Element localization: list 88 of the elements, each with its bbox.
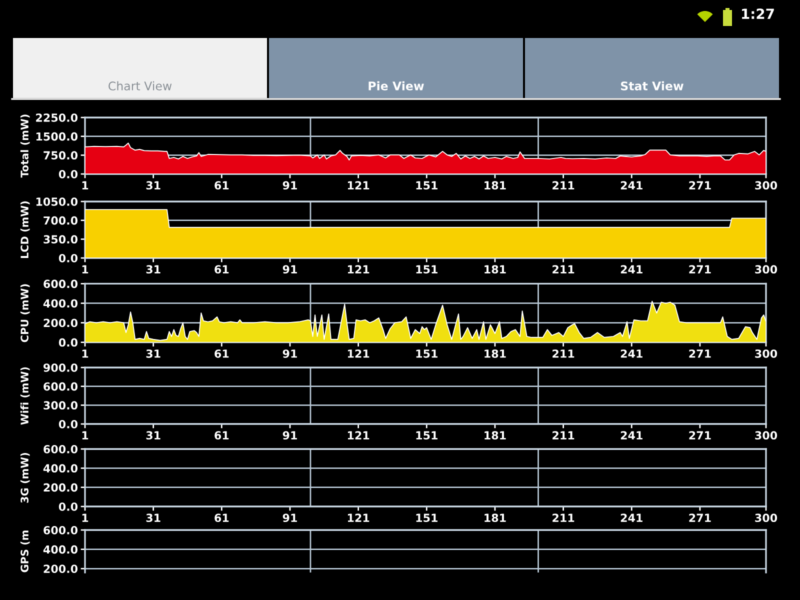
y-tick-label: 0.0 — [58, 338, 78, 347]
x-tick-label: 151 — [416, 431, 438, 440]
y-tick-label: 200.0 — [44, 318, 78, 328]
x-tick-label: 181 — [484, 431, 506, 440]
x-tick-label: 61 — [214, 514, 229, 522]
x-tick-label: 151 — [416, 181, 438, 190]
x-tick-label: 61 — [214, 181, 229, 190]
x-tick-label: 211 — [552, 181, 574, 190]
text: Stat View — [620, 81, 684, 90]
y-axis-title: Total (mW) — [20, 114, 30, 178]
y-tick-label: 400.0 — [43, 299, 78, 308]
y-tick-label: 350.0 — [44, 235, 78, 244]
x-tick-label: 300 — [755, 431, 778, 440]
x-tick-label: 61 — [214, 265, 229, 274]
text: Chart View — [108, 81, 172, 90]
x-tick-label: 1 — [82, 350, 88, 358]
x-tick-label: 31 — [146, 514, 160, 522]
y-tick-label: 600.0 — [44, 526, 78, 534]
x-tick-label: 211 — [552, 514, 574, 522]
x-tick-label: 151 — [416, 514, 438, 522]
y-tick-label: 0.0 — [58, 170, 78, 178]
x-tick-label: 271 — [689, 181, 711, 190]
y-tick-label: 400.0 — [43, 464, 78, 473]
x-tick-label: 271 — [689, 265, 711, 274]
x-tick-label: 1 — [82, 514, 88, 522]
x-tick-label: 181 — [484, 349, 506, 358]
x-tick-label: 91 — [282, 514, 297, 522]
x-tick-label: 271 — [689, 349, 711, 358]
x-tick-label: 151 — [416, 265, 438, 274]
y-tick-label: 200.0 — [44, 564, 78, 574]
x-tick-label: 121 — [348, 349, 370, 358]
text: Pie View — [368, 81, 424, 90]
x-tick-label: 91 — [282, 349, 297, 358]
x-tick-label: 121 — [348, 514, 370, 522]
x-tick-label: 1 — [82, 181, 88, 190]
x-tick-label: 121 — [348, 265, 370, 274]
x-tick-label: 91 — [282, 265, 297, 274]
y-tick-label: 900.0 — [43, 363, 78, 372]
y-axis-title: GPS (m — [20, 530, 30, 572]
y-tick-label: 400.0 — [43, 545, 78, 554]
x-tick-label: 241 — [620, 349, 642, 358]
x-tick-label: 91 — [282, 431, 297, 440]
x-tick-label: 31 — [146, 431, 160, 440]
y-tick-label: 1050.0 — [36, 197, 78, 206]
x-tick-label: 181 — [484, 514, 506, 522]
y-tick-label: 1500.0 — [36, 132, 78, 141]
x-tick-label: 31 — [146, 181, 160, 190]
x-tick-label: 61 — [214, 431, 229, 440]
x-tick-label: 241 — [620, 181, 642, 190]
y-tick-label: 200.0 — [44, 483, 78, 492]
y-tick-label: 600.0 — [44, 444, 78, 454]
y-tick-label: 0.0 — [58, 420, 78, 428]
x-tick-label: 61 — [214, 349, 229, 358]
x-tick-label: 211 — [552, 431, 574, 440]
y-tick-label: 600.0 — [44, 382, 78, 391]
y-tick-label: 2250.0 — [36, 113, 78, 122]
x-tick-label: 181 — [484, 181, 506, 190]
x-tick-label: 31 — [146, 265, 160, 274]
x-tick-label: 121 — [348, 181, 370, 190]
x-tick-label: 91 — [282, 181, 297, 190]
x-tick-label: 181 — [484, 265, 506, 274]
x-tick-label: 300 — [755, 349, 778, 358]
x-tick-label: 211 — [552, 349, 574, 358]
x-tick-label: 211 — [552, 265, 574, 274]
x-tick-label: 271 — [689, 514, 711, 522]
x-tick-label: 241 — [620, 431, 642, 440]
y-tick-label: 600.0 — [44, 280, 78, 288]
y-axis-title: Wifi (mW) — [20, 367, 30, 425]
x-tick-label: 300 — [755, 181, 778, 190]
y-axis-title: 3G (mW) — [20, 453, 30, 503]
y-tick-label: 0.0 — [58, 254, 78, 262]
y-tick-label: 300.0 — [44, 401, 78, 410]
x-tick-label: 271 — [689, 431, 711, 440]
x-tick-label: 241 — [620, 265, 642, 274]
x-tick-label: 1 — [82, 265, 88, 274]
y-tick-label: 0.0 — [58, 502, 78, 511]
x-tick-label: 151 — [416, 350, 438, 358]
text: 1:27 — [742, 8, 774, 19]
x-tick-label: 31 — [146, 349, 160, 358]
y-tick-label: 750.0 — [44, 151, 78, 160]
x-tick-label: 121 — [348, 431, 370, 440]
x-tick-label: 300 — [755, 514, 778, 522]
x-tick-label: 1 — [82, 431, 88, 440]
y-tick-label: 700.0 — [44, 216, 78, 225]
y-axis-title: LCD (mW) — [20, 201, 30, 258]
y-axis-title: CPU (mW) — [20, 284, 30, 342]
x-tick-label: 300 — [755, 265, 778, 274]
x-tick-label: 241 — [620, 514, 642, 522]
